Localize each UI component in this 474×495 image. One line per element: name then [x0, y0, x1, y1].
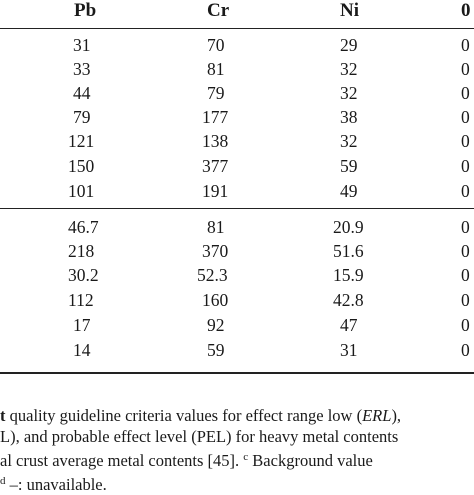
footnote-text: quality guideline criteria values for ef…: [5, 406, 363, 425]
cell-cr: 377: [202, 156, 229, 176]
cell-cut: 0: [461, 107, 470, 127]
cell-cr: 92: [207, 315, 225, 335]
cell-pb: 79: [73, 107, 91, 127]
table-row: 101 191 49 0: [0, 180, 474, 202]
cell-cr: 79: [207, 83, 225, 103]
table-row: 121 138 32 0: [0, 130, 474, 152]
header-rule: [0, 28, 474, 29]
cell-cut: 0: [461, 217, 470, 237]
cell-pb: 101: [68, 181, 95, 201]
cell-cut: 0: [461, 131, 470, 151]
footnote-bold-lead: t: [0, 406, 6, 425]
cell-ni: 32: [340, 59, 358, 79]
footnote-text: ].: [229, 451, 244, 470]
cell-ni: 47: [340, 315, 358, 335]
cell-cr: 191: [202, 181, 229, 201]
cell-cut: 0: [461, 340, 470, 360]
cell-pb: 112: [68, 290, 94, 310]
table-row: 150 377 59 0: [0, 155, 474, 177]
cell-cut: 0: [461, 156, 470, 176]
cell-cr: 70: [207, 35, 225, 55]
table-row: 218 370 51.6 0: [0, 240, 474, 262]
footnote-line: al crust average metal contents [45]. c …: [0, 447, 474, 471]
cell-ni: 29: [340, 35, 358, 55]
column-header-cut: 0: [461, 0, 471, 21]
cell-cut: 0: [461, 241, 470, 261]
column-header-pb: Pb: [74, 0, 97, 21]
cell-cr: 177: [202, 107, 229, 127]
cell-pb: 46.7: [68, 217, 99, 237]
cell-cr: 370: [202, 241, 229, 261]
table-row: 46.7 81 20.9 0: [0, 216, 474, 238]
table-row: 17 92 47 0: [0, 314, 474, 336]
cell-pb: 218: [68, 241, 95, 261]
section-rule: [0, 208, 474, 209]
cell-pb: 150: [68, 156, 95, 176]
table-bottom-rule: [0, 372, 474, 374]
cell-cut: 0: [461, 59, 470, 79]
footnote-erl: ERL: [362, 406, 392, 425]
cell-ni: 59: [340, 156, 358, 176]
cell-cut: 0: [461, 315, 470, 335]
cell-cr: 138: [202, 131, 229, 151]
table-row: 112 160 42.8 0: [0, 289, 474, 311]
cell-pb: 17: [73, 315, 91, 335]
cell-cut: 0: [461, 181, 470, 201]
table-row: 79 177 38 0: [0, 106, 474, 128]
cell-cut: 0: [461, 35, 470, 55]
footnote-text: –: unavailable.: [5, 475, 107, 494]
footnote-lead: L: [0, 427, 11, 446]
cell-pb: 31: [73, 35, 91, 55]
cell-pb: 44: [73, 83, 91, 103]
cell-cr: 59: [207, 340, 225, 360]
footnote-text: ), and probable effect level (PEL) for h…: [10, 427, 399, 446]
cell-cut: 0: [461, 265, 470, 285]
cell-cut: 0: [461, 290, 470, 310]
column-header-ni: Ni: [340, 0, 359, 21]
cell-pb: 33: [73, 59, 91, 79]
cell-ni: 32: [340, 83, 358, 103]
cell-ni: 20.9: [333, 217, 364, 237]
table-row: 31 70 29 0: [0, 34, 474, 56]
table-row: 30.2 52.3 15.9 0: [0, 264, 474, 286]
cell-cr: 52.3: [197, 265, 228, 285]
footnote-line: d –: unavailable.: [0, 471, 474, 495]
cell-cr: 160: [202, 290, 229, 310]
cell-pb: 30.2: [68, 265, 99, 285]
table-row: 33 81 32 0: [0, 58, 474, 80]
cell-ni: 49: [340, 181, 358, 201]
cell-pb: 14: [73, 340, 91, 360]
footnote-line: t quality guideline criteria values for …: [0, 405, 474, 426]
footnote-text: Background value: [248, 451, 373, 470]
cell-cut: 0: [461, 83, 470, 103]
cell-pb: 121: [68, 131, 95, 151]
table-row: 44 79 32 0: [0, 82, 474, 104]
cell-cr: 81: [207, 59, 225, 79]
cell-ni: 31: [340, 340, 358, 360]
cell-ni: 51.6: [333, 241, 364, 261]
cell-ni: 32: [340, 131, 358, 151]
cell-ni: 38: [340, 107, 358, 127]
footnote-line: L), and probable effect level (PEL) for …: [0, 426, 474, 447]
table-footnote: t quality guideline criteria values for …: [0, 405, 474, 495]
footnote-marker-c: c: [243, 451, 249, 463]
footnote-text: ),: [391, 406, 402, 425]
cell-ni: 42.8: [333, 290, 364, 310]
footnote-text: al crust average metal contents [: [0, 451, 214, 470]
cell-cr: 81: [207, 217, 225, 237]
table-row: 14 59 31 0: [0, 339, 474, 361]
column-header-cr: Cr: [207, 0, 230, 21]
cell-ni: 15.9: [333, 265, 364, 285]
reference-link[interactable]: 45: [213, 451, 230, 470]
